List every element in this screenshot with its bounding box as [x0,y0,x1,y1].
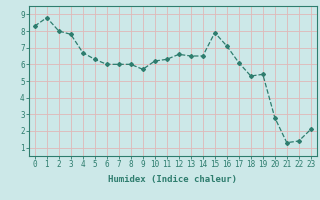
X-axis label: Humidex (Indice chaleur): Humidex (Indice chaleur) [108,175,237,184]
